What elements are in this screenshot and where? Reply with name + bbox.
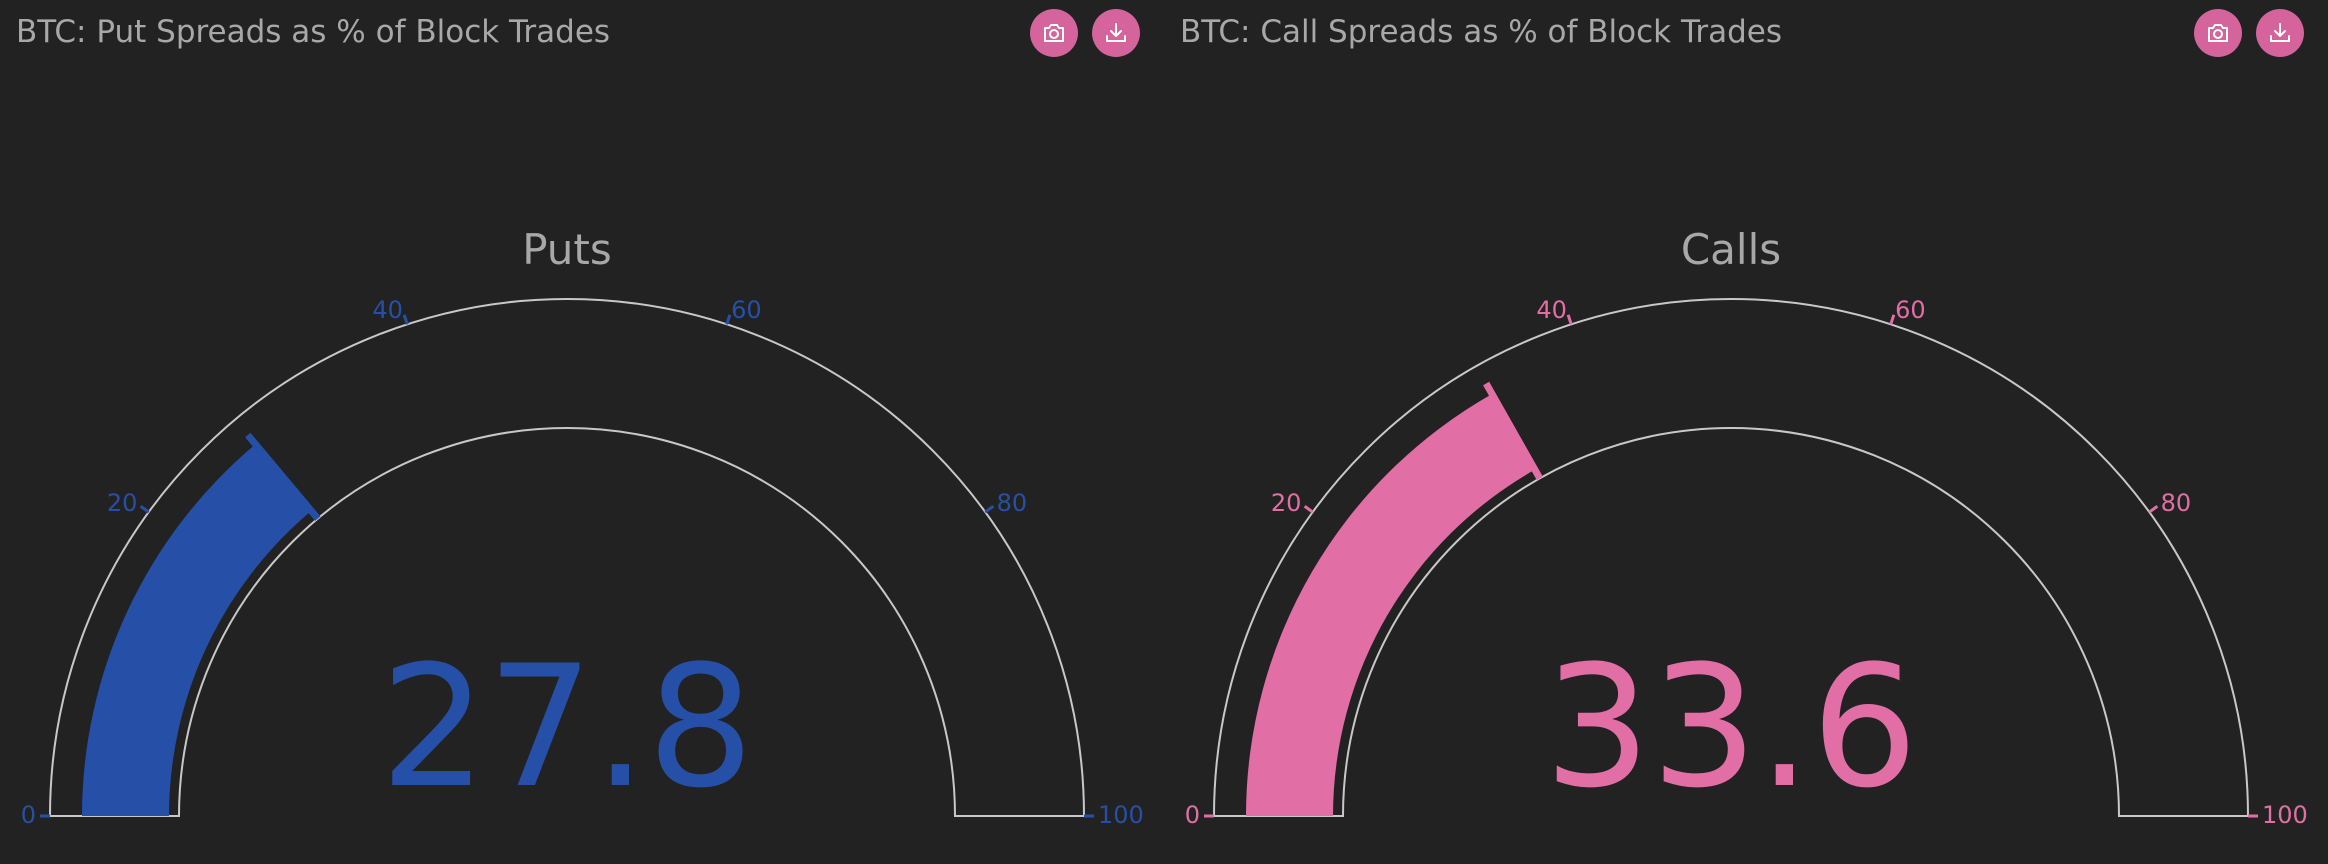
gauge-value-number: 33.6 — [1544, 629, 1918, 825]
screenshot-button[interactable] — [1030, 9, 1078, 57]
gauge-value-marker — [1483, 381, 1543, 481]
gauge-tick-label: 60 — [1895, 296, 1926, 324]
camera-icon — [1040, 19, 1068, 47]
gauge-tick-label: 40 — [372, 296, 403, 324]
panel-title: BTC: Put Spreads as % of Block Trades — [16, 14, 611, 50]
calls-panel: BTC: Call Spreads as % of Block Trades 0… — [1164, 0, 2328, 864]
gauge-value-bar — [1246, 393, 1535, 816]
gauge-tick — [2148, 505, 2159, 514]
download-icon — [2266, 19, 2294, 47]
gauge-tick-label: 80 — [2161, 489, 2192, 517]
puts-gauge: 0 20 40 60 80 100 Puts 27.8 — [21, 225, 1144, 829]
gauge-tick-label: 40 — [1536, 296, 1567, 324]
gauge-tick — [725, 314, 732, 325]
gauge-tick-label: 100 — [1098, 801, 1144, 829]
gauge-title: Calls — [1681, 225, 1781, 274]
panel-title: BTC: Call Spreads as % of Block Trades — [1180, 14, 1782, 50]
gauge-tick-label: 100 — [2262, 801, 2308, 829]
gauge-tick-label: 20 — [1271, 489, 1302, 517]
download-button[interactable] — [2256, 9, 2304, 57]
gauge-tick — [984, 505, 995, 514]
gauge-tick — [139, 505, 150, 514]
gauge-value-marker — [245, 432, 321, 521]
gauge-tick-label: 0 — [1185, 801, 1200, 829]
gauge-value-bar — [82, 444, 312, 816]
calls-gauge: 0 20 40 60 80 100 Calls 33.6 — [1185, 225, 2308, 829]
gauge-tick — [1566, 314, 1573, 325]
gauge-tick-label: 0 — [21, 801, 36, 829]
screenshot-button[interactable] — [2194, 9, 2242, 57]
gauge-tick — [1889, 314, 1896, 325]
gauge-tick — [1303, 505, 1314, 514]
gauge-title: Puts — [522, 225, 612, 274]
gauge-value-number: 27.8 — [380, 629, 754, 825]
download-icon — [1102, 19, 1130, 47]
gauge-tick-label: 60 — [731, 296, 762, 324]
gauge-tick — [402, 314, 409, 325]
gauge-tick-label: 20 — [107, 489, 138, 517]
gauge-outline — [48, 298, 1086, 817]
gauge-tick-label: 80 — [997, 489, 1028, 517]
camera-icon — [2204, 19, 2232, 47]
download-button[interactable] — [1092, 9, 1140, 57]
gauge-outline — [1212, 298, 2250, 817]
puts-panel: BTC: Put Spreads as % of Block Trades 0 2… — [16, 9, 1144, 829]
